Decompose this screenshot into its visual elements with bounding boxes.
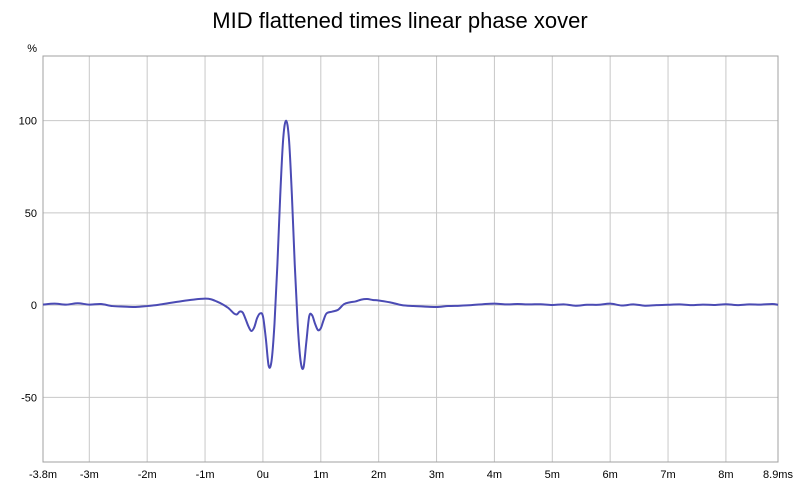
- y-axis-unit-label: %: [27, 43, 37, 55]
- series-line: [42, 119, 779, 371]
- x-tick-label: -1m: [196, 469, 215, 481]
- x-tick-label: -3m: [80, 469, 99, 481]
- y-tick-label: 0: [31, 300, 37, 312]
- x-tick-label: 2m: [371, 469, 386, 481]
- x-tick-label: 7m: [660, 469, 675, 481]
- grid: [43, 56, 778, 462]
- x-tick-label: 3m: [429, 469, 444, 481]
- plot-frame: [42, 55, 779, 463]
- x-tick-labels: -3.8m -3m -2m -1m 0u 1m 2m 3m 4m 5m 6m 7m 8m 8.9ms: [29, 469, 794, 481]
- x-tick-label: -3.8m: [29, 469, 57, 481]
- x-tick-label: 6m: [603, 469, 618, 481]
- y-tick-labels: 100 50 0 -50: [19, 116, 37, 405]
- x-tick-label: 5m: [545, 469, 560, 481]
- x-tick-label: 1m: [313, 469, 328, 481]
- x-tick-label: -2m: [138, 469, 157, 481]
- y-tick-label: -50: [21, 392, 37, 404]
- y-tick-label: 100: [19, 116, 37, 128]
- x-tick-label: 4m: [487, 469, 502, 481]
- x-tick-label: 0u: [257, 469, 269, 481]
- chart-title: MID flattened times linear phase xover: [212, 8, 588, 33]
- x-tick-label: 8.9ms: [763, 469, 793, 481]
- y-tick-label: 50: [25, 208, 37, 220]
- x-tick-label: 8m: [718, 469, 733, 481]
